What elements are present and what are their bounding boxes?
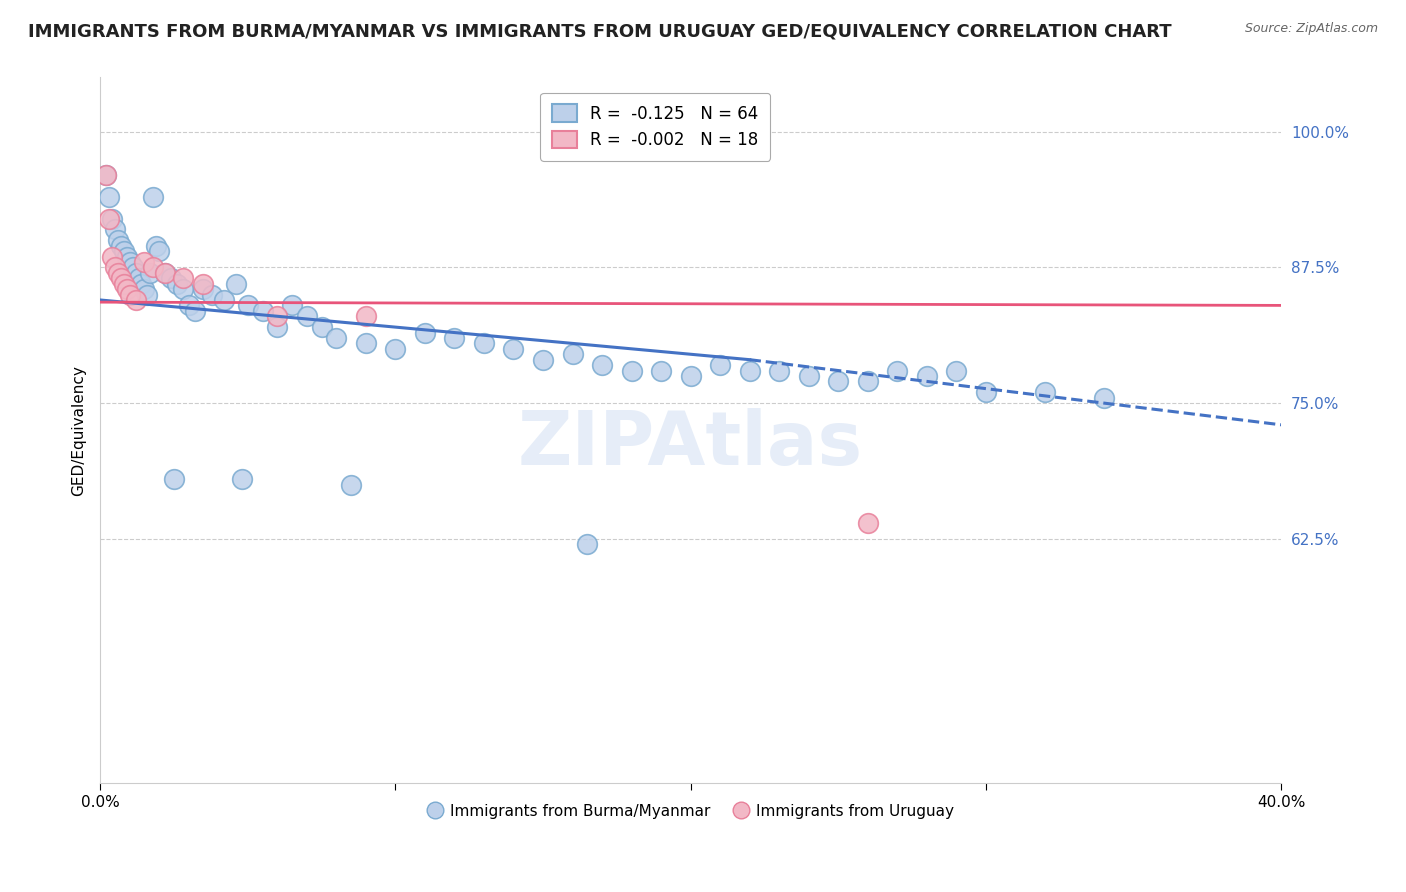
Point: [856, 375, 879, 389]
Point: [945, 363, 967, 377]
Point: [886, 363, 908, 377]
Point: [115, 250, 138, 264]
Point: [281, 298, 304, 312]
Point: [591, 358, 613, 372]
Point: [183, 303, 205, 318]
Point: [172, 282, 194, 296]
Point: [709, 358, 731, 372]
Point: [915, 368, 938, 383]
Point: [104, 222, 127, 236]
Text: ZIPAtlas: ZIPAtlas: [517, 408, 863, 481]
Point: [193, 277, 215, 291]
Point: [325, 331, 347, 345]
Point: [124, 266, 146, 280]
Point: [576, 537, 599, 551]
Point: [107, 233, 129, 247]
Point: [134, 282, 156, 296]
Point: [112, 244, 135, 259]
Point: [252, 303, 274, 318]
Point: [827, 375, 849, 389]
Point: [443, 331, 465, 345]
Point: [212, 293, 235, 307]
Point: [153, 266, 176, 280]
Point: [354, 336, 377, 351]
Point: [101, 250, 124, 264]
Point: [974, 385, 997, 400]
Point: [231, 472, 253, 486]
Point: [128, 271, 150, 285]
Point: [236, 298, 259, 312]
Legend: Immigrants from Burma/Myanmar, Immigrants from Uruguay: Immigrants from Burma/Myanmar, Immigrant…: [420, 797, 960, 825]
Point: [472, 336, 495, 351]
Point: [201, 287, 224, 301]
Point: [172, 271, 194, 285]
Text: IMMIGRANTS FROM BURMA/MYANMAR VS IMMIGRANTS FROM URUGUAY GED/EQUIVALENCY CORRELA: IMMIGRANTS FROM BURMA/MYANMAR VS IMMIGRA…: [28, 22, 1171, 40]
Point: [94, 168, 117, 182]
Point: [354, 310, 377, 324]
Point: [166, 277, 188, 291]
Point: [856, 516, 879, 530]
Point: [768, 363, 790, 377]
Point: [110, 238, 132, 252]
Point: [148, 244, 170, 259]
Point: [193, 282, 215, 296]
Point: [679, 368, 702, 383]
Point: [142, 260, 165, 275]
Point: [153, 266, 176, 280]
Point: [295, 310, 318, 324]
Point: [107, 266, 129, 280]
Point: [177, 298, 200, 312]
Point: [650, 363, 672, 377]
Point: [531, 352, 554, 367]
Point: [266, 320, 288, 334]
Point: [340, 477, 363, 491]
Point: [561, 347, 583, 361]
Point: [413, 326, 436, 340]
Point: [115, 282, 138, 296]
Point: [134, 255, 156, 269]
Point: [145, 238, 167, 252]
Y-axis label: GED/Equivalency: GED/Equivalency: [72, 365, 86, 496]
Point: [112, 277, 135, 291]
Point: [225, 277, 247, 291]
Point: [98, 190, 121, 204]
Point: [94, 168, 117, 182]
Point: [98, 211, 121, 226]
Point: [266, 310, 288, 324]
Point: [121, 260, 143, 275]
Point: [142, 190, 165, 204]
Point: [136, 287, 159, 301]
Point: [384, 342, 406, 356]
Text: Source: ZipAtlas.com: Source: ZipAtlas.com: [1244, 22, 1378, 36]
Point: [1092, 391, 1115, 405]
Point: [311, 320, 333, 334]
Point: [1033, 385, 1056, 400]
Point: [110, 271, 132, 285]
Point: [620, 363, 643, 377]
Point: [797, 368, 820, 383]
Point: [502, 342, 524, 356]
Point: [139, 266, 162, 280]
Point: [160, 271, 183, 285]
Point: [124, 293, 146, 307]
Point: [131, 277, 153, 291]
Point: [738, 363, 761, 377]
Point: [118, 255, 141, 269]
Point: [163, 472, 186, 486]
Point: [101, 211, 124, 226]
Point: [118, 287, 141, 301]
Point: [104, 260, 127, 275]
